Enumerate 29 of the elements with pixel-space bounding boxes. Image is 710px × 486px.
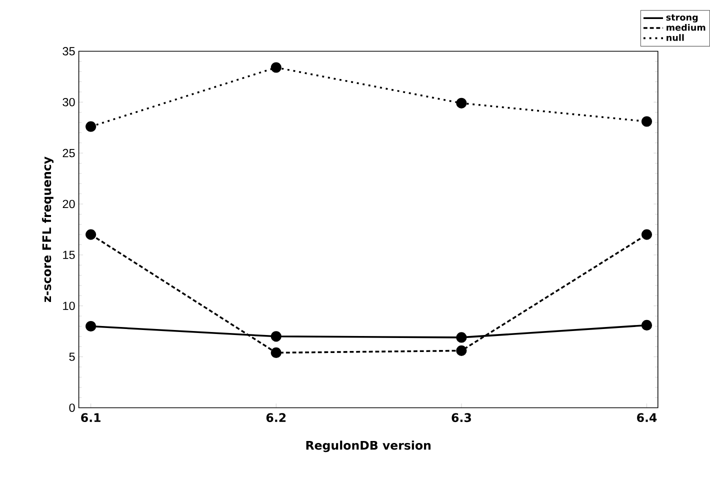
y-tick-label: 20: [62, 200, 75, 208]
point: [641, 320, 652, 331]
legend-label: null: [666, 34, 684, 42]
point: [270, 331, 282, 342]
y-tick-label: 5: [69, 352, 75, 362]
point: [270, 62, 282, 74]
y-tick-label: 30: [62, 98, 75, 107]
x-tick-label: 6.4: [637, 413, 657, 422]
point: [86, 229, 96, 240]
x-tick-label: 6.1: [81, 413, 100, 422]
y-tick-label: 25: [62, 149, 75, 158]
point: [270, 348, 282, 358]
legend-label: medium: [666, 24, 706, 32]
legend-label: strong: [666, 14, 698, 23]
point: [456, 98, 467, 109]
point: [641, 116, 652, 128]
x-tick-label: 6.3: [452, 413, 471, 422]
y-tick-label: 0: [69, 404, 75, 412]
point: [86, 122, 96, 132]
y-tick-label: 35: [62, 47, 75, 56]
y-tick-label: 10: [63, 302, 75, 310]
point: [641, 229, 652, 240]
point: [456, 332, 467, 343]
y-tick-label: 15: [63, 251, 75, 260]
point: [456, 346, 467, 356]
point: [86, 321, 96, 332]
x-tick-label: 6.2: [266, 413, 286, 422]
x-axis-title: RegulonDB version: [306, 440, 431, 452]
y-axis-title: z-score FFL frequency: [42, 156, 54, 302]
